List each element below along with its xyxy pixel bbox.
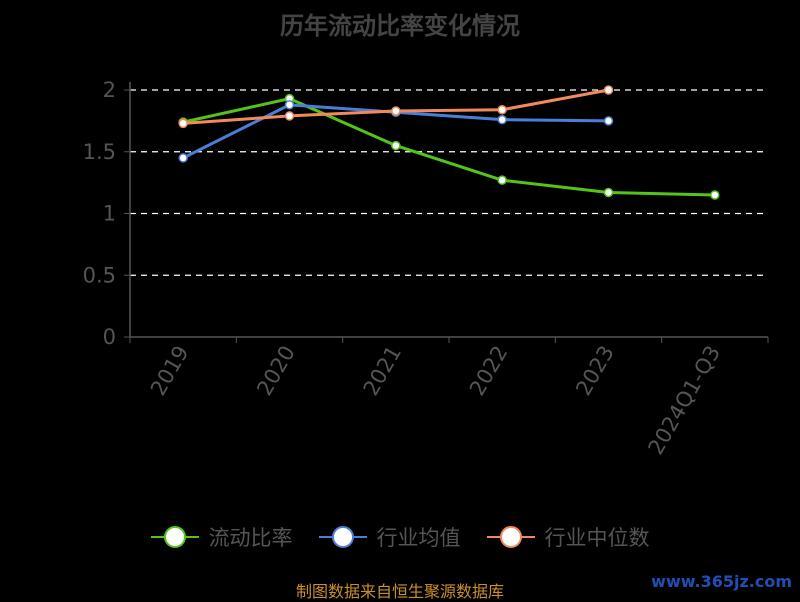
legend-label-industry-mean: 行业均值 <box>376 526 461 550</box>
x-tick-label: 2023 <box>571 342 619 400</box>
data-point-2 <box>603 85 614 95</box>
series-line-0 <box>182 97 715 197</box>
y-tick-label: 1 <box>103 202 116 226</box>
data-point-0 <box>497 175 507 185</box>
legend-label-industry-median: 行业中位数 <box>544 526 650 550</box>
data-point-1 <box>497 114 507 125</box>
legend-item-industry-median[interactable]: 行业中位数 <box>486 522 650 552</box>
watermark-logo: www.365jz.com <box>651 572 792 591</box>
legend-label-current-ratio: 流动比率 <box>208 526 293 550</box>
data-point-0 <box>603 187 614 198</box>
data-point-1 <box>603 116 614 126</box>
x-tick-label: 2024Q1-Q3 <box>644 342 726 459</box>
data-point-2 <box>497 105 507 115</box>
data-point-1 <box>178 153 188 163</box>
chart-title: 历年流动比率变化情况 <box>280 12 520 40</box>
x-tick-label: 2020 <box>252 342 300 400</box>
source-footnote: 制图数据来自恒生聚源数据库 <box>295 582 504 601</box>
legend-marker-industry-median <box>486 526 535 548</box>
x-tick-label: 2021 <box>359 342 407 400</box>
y-tick-label: 0 <box>103 325 116 349</box>
legend-marker-industry-mean <box>318 526 367 548</box>
legend-item-industry-mean[interactable]: 行业均值 <box>318 522 461 552</box>
legend-item-current-ratio[interactable]: 流动比率 <box>150 522 293 552</box>
data-point-2 <box>284 111 295 121</box>
legend-marker-current-ratio <box>150 526 199 548</box>
data-point-2 <box>178 118 188 129</box>
data-point-1 <box>284 100 295 110</box>
y-tick-label: 2 <box>103 78 116 102</box>
data-point-0 <box>391 140 401 151</box>
data-point-2 <box>391 106 401 116</box>
x-tick-label: 2019 <box>146 342 194 400</box>
data-point-0 <box>710 190 720 200</box>
x-tick-label: 2022 <box>465 341 513 399</box>
legend: 流动比率 行业均值 行业中位数 <box>0 522 800 552</box>
y-tick-label: 0.5 <box>83 263 116 287</box>
y-tick-label: 1.5 <box>83 140 116 164</box>
